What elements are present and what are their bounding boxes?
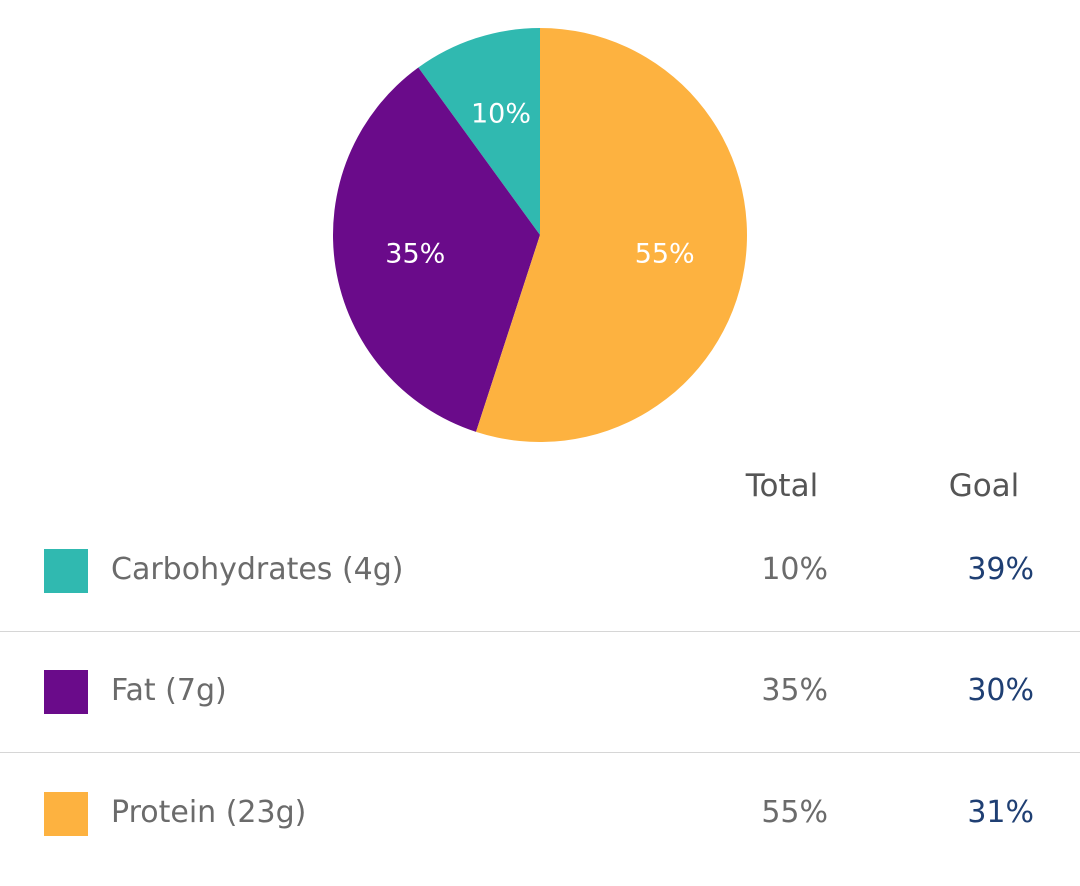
carbohydrates-swatch bbox=[44, 549, 88, 593]
fat-goal: 30% bbox=[967, 673, 1034, 708]
legend-row-carbohydrates: Carbohydrates (4g) 10% 39% bbox=[0, 510, 1080, 632]
protein-slice bbox=[476, 28, 747, 442]
fat-label: Fat (7g) bbox=[111, 673, 227, 708]
protein-goal: 31% bbox=[967, 795, 1034, 830]
fat-total: 35% bbox=[761, 673, 828, 708]
fat-slice bbox=[332, 67, 540, 432]
protein-slice-label: 55% bbox=[635, 238, 695, 269]
carbohydrates-total: 10% bbox=[761, 552, 828, 587]
goal-column-header: Goal bbox=[948, 468, 1020, 504]
protein-label: Protein (23g) bbox=[111, 795, 307, 830]
macro-pie-chart: 10% 35% 55% bbox=[332, 28, 747, 442]
protein-total: 55% bbox=[761, 795, 828, 830]
total-column-header: Total bbox=[745, 468, 819, 504]
carbohydrates-slice-label: 10% bbox=[471, 98, 531, 129]
protein-swatch bbox=[44, 792, 88, 836]
legend-row-fat: Fat (7g) 35% 30% bbox=[0, 631, 1080, 753]
fat-slice-label: 35% bbox=[385, 238, 445, 269]
legend-row-protein: Protein (23g) 55% 31% bbox=[0, 753, 1080, 874]
fat-swatch bbox=[44, 670, 88, 714]
carbohydrates-goal: 39% bbox=[967, 552, 1034, 587]
carbohydrates-label: Carbohydrates (4g) bbox=[111, 552, 404, 587]
carbohydrates-slice bbox=[418, 28, 540, 235]
